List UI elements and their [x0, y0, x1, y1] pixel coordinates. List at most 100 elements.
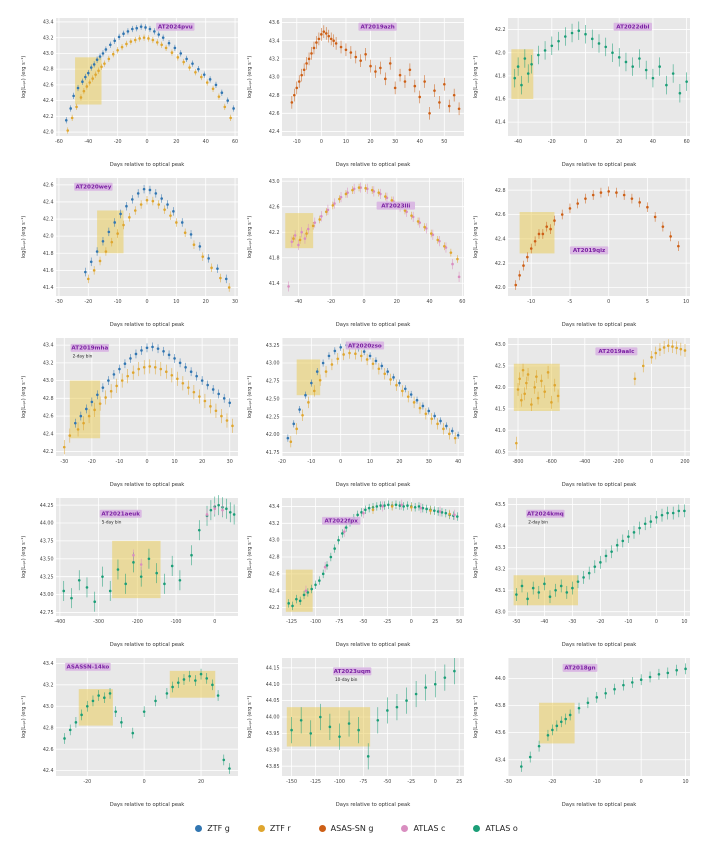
panel-AT2023lli: -40 -20 0 20 40 60 41.4 41.8 42.2 42.6 43.0 Days re… — [244, 172, 470, 330]
x-axis-label: Days relative to optical peak — [109, 802, 183, 808]
legend-marker — [401, 825, 409, 832]
panel-AT2021aeuk: -400 -300 -200 -100 0 42.75 43.00 43.25 43.50 43.… — [18, 492, 244, 650]
svg-text:AT2019aalc: AT2019aalc — [598, 349, 634, 355]
x-tick-label: -25 — [407, 779, 415, 785]
x-tick-label: 0 — [213, 619, 216, 625]
y-axis-label: log(Lₒₚₜ) (erg s⁻¹) — [473, 536, 479, 579]
x-tick-label: -30 — [568, 619, 576, 625]
y-tick-label: 43.8 — [494, 703, 505, 709]
y-tick-label: 42.75 — [39, 610, 53, 616]
y-axis-label: log(Lₒₚₜ) (erg s⁻¹) — [21, 536, 27, 579]
y-tick-label: 43.25 — [265, 343, 279, 349]
chart-AT2019mha: -30 -20 -10 0 10 20 30 42.2 42.4 42.6 42.8 43.0 43.2… — [21, 338, 238, 488]
y-tick-label: 44.25 — [39, 503, 53, 509]
y-axis-label: log(Lₒₚₜ) (erg s⁻¹) — [473, 696, 479, 739]
y-axis-label: log(Lₒₚₜ) (erg s⁻¹) — [473, 216, 479, 259]
y-axis-label: log(Lₒₚₜ) (erg s⁻¹) — [473, 56, 479, 99]
y-tick-label: 43.00 — [265, 361, 279, 367]
x-tick-label: -125 — [310, 779, 321, 785]
y-tick-label: 42.6 — [42, 747, 53, 753]
y-axis-label: log(Lₒₚₜ) (erg s⁻¹) — [473, 376, 479, 419]
y-tick-label: 42.0 — [494, 285, 505, 291]
chart-AT2022fpx: -125 -100 -75 -50 -25 0 25 50 42.2 42.4 42.6 42.8 43… — [247, 498, 464, 648]
plot-area — [507, 658, 690, 776]
x-tick-label: -20 — [327, 299, 335, 305]
y-axis-label: log(Lₒₚₜ) (erg s⁻¹) — [247, 696, 253, 739]
legend-marker — [257, 825, 265, 832]
panel-AT2019azh: -10 0 10 20 30 40 50 42.4 42.6 42.8 43.0 43.2 43.4 43… — [244, 12, 470, 170]
x-axis-label: Days relative to optical peak — [335, 322, 409, 328]
chart-AT2019azh: -10 0 10 20 30 40 50 42.4 42.6 42.8 43.0 43.2 43.4 43… — [247, 18, 464, 168]
x-tick-label: -40 — [84, 139, 92, 145]
highlight-region — [285, 569, 313, 612]
x-tick-label: -200 — [612, 459, 623, 465]
y-tick-label: 42.6 — [494, 212, 505, 218]
x-tick-label: 50 — [456, 619, 462, 625]
x-tick-label: -400 — [579, 459, 590, 465]
panel-AT2019mha: -30 -20 -10 0 10 20 30 42.2 42.4 42.6 42.8 43.0 43.2… — [18, 332, 244, 490]
x-tick-label: -20 — [113, 139, 121, 145]
y-tick-label: 42.6 — [268, 204, 279, 210]
x-tick-label: 30 — [226, 459, 232, 465]
series-ASAS-SN-g — [290, 25, 460, 120]
y-tick-label: 43.4 — [42, 20, 53, 26]
y-tick-label: 42.2 — [42, 114, 53, 120]
panel-AT2024kmq: -50 -40 -30 -20 -10 0 10 43.0 43.1 43.2 43.3 43.4 43… — [470, 492, 696, 650]
series-ATLAS-o — [514, 504, 686, 606]
x-tick-label: -40 — [540, 619, 548, 625]
x-tick-label: -100 — [170, 619, 181, 625]
x-tick-label: 60 — [232, 139, 238, 145]
x-tick-label: -50 — [383, 779, 391, 785]
y-tick-label: 43.00 — [39, 592, 53, 598]
x-tick-label: -60 — [55, 139, 63, 145]
chart-ASASSN-14ko: -20 0 20 42.4 42.6 42.8 43.0 43.2 43.4 Days relat… — [21, 658, 238, 808]
series-ZTF-g — [64, 23, 235, 124]
panel-AT2019qiz: -10 -5 0 5 10 42.0 42.2 42.4 42.6 42.8 Days relati… — [470, 172, 696, 330]
x-tick-label: 10 — [342, 139, 348, 145]
x-tick-label: -20 — [548, 779, 556, 785]
panel-label: AT2023uqm — [332, 667, 371, 676]
y-tick-label: 42.4 — [42, 200, 53, 206]
y-tick-label: 42.4 — [268, 588, 279, 594]
y-tick-label: 42.6 — [268, 111, 279, 117]
x-tick-label: 0 — [607, 299, 610, 305]
y-tick-label: 42.8 — [268, 93, 279, 99]
x-axis-label: Days relative to optical peak — [335, 802, 409, 808]
y-tick-label: 42.2 — [42, 217, 53, 223]
x-tick-label: 10 — [683, 299, 689, 305]
legend-marker — [473, 825, 481, 832]
x-tick-label: -10 — [592, 779, 600, 785]
x-tick-label: 20 — [396, 459, 402, 465]
svg-text:AT2023uqm: AT2023uqm — [333, 669, 370, 675]
x-tick-label: -30 — [504, 779, 512, 785]
svg-text:AT2024kmq: AT2024kmq — [526, 512, 563, 518]
y-tick-label: 42.8 — [42, 67, 53, 73]
x-tick-label: 0 — [650, 459, 653, 465]
panel-label: AT2019aalc — [594, 347, 637, 356]
x-tick-label: -75 — [359, 779, 367, 785]
y-tick-label: 43.75 — [39, 539, 53, 545]
x-tick-label: -75 — [335, 619, 343, 625]
bin-label: 2-day bin — [72, 353, 92, 358]
highlight-region — [513, 363, 560, 411]
x-tick-label: -10 — [113, 299, 121, 305]
panel-label: ASASSN-14ko — [64, 662, 111, 671]
y-tick-label: 43.6 — [494, 730, 505, 736]
x-tick-label: 10 — [682, 779, 688, 785]
x-tick-label: 0 — [319, 139, 322, 145]
x-tick-label: -300 — [93, 619, 104, 625]
plot-area — [281, 338, 464, 456]
x-tick-label: 20 — [199, 459, 205, 465]
svg-text:AT2018gn: AT2018gn — [564, 666, 595, 672]
chart-AT2022dbl: -40 -20 0 20 40 60 41.4 41.6 41.8 42.0 42.2 Days re… — [473, 18, 690, 168]
x-tick-label: 0 — [409, 619, 412, 625]
x-tick-label: 0 — [142, 779, 145, 785]
x-tick-label: 0 — [362, 299, 365, 305]
x-tick-label: 20 — [202, 299, 208, 305]
y-tick-label: 42.8 — [42, 725, 53, 731]
y-axis-label: log(Lₒₚₜ) (erg s⁻¹) — [21, 216, 27, 259]
x-tick-label: 0 — [433, 779, 436, 785]
y-axis-label: log(Lₒₚₜ) (erg s⁻¹) — [247, 216, 253, 259]
y-tick-label: 43.0 — [268, 179, 279, 185]
panel-label: AT2024kmq — [525, 509, 565, 518]
